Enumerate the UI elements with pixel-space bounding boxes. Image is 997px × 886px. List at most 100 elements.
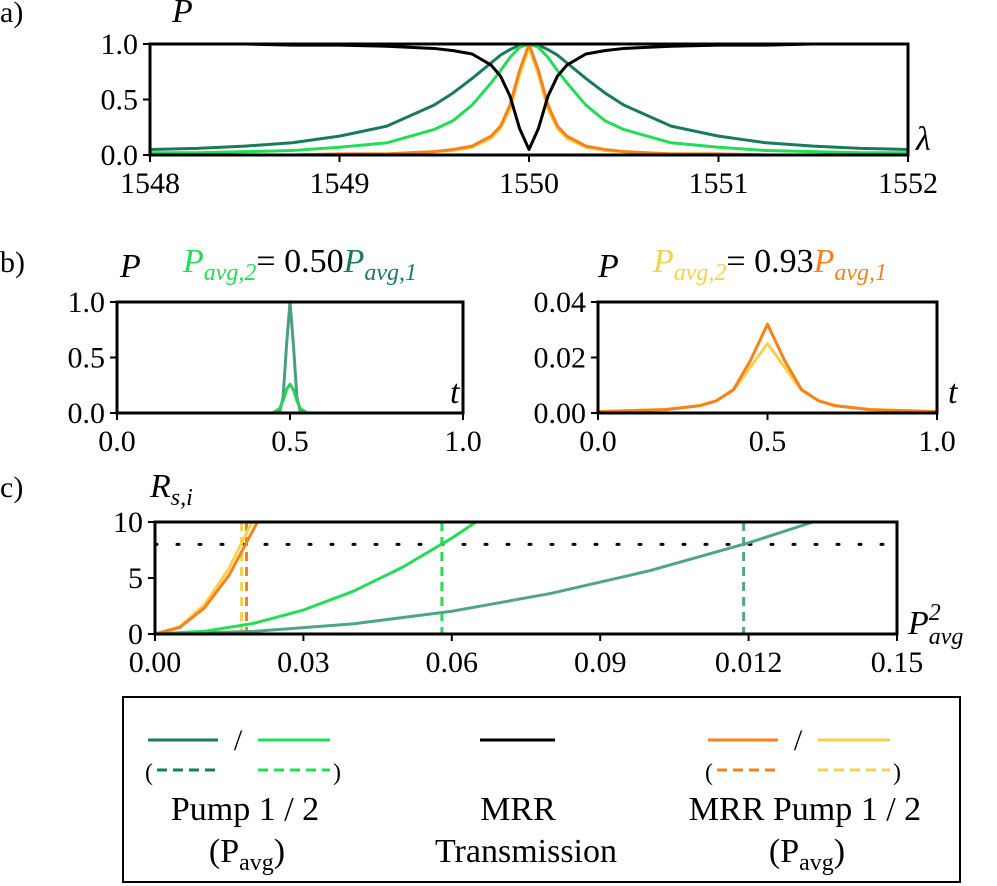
x-tick-label: 1552 [878,167,938,200]
y-tick-label: 1.0 [101,28,139,61]
x-tick-label: 1549 [310,167,370,200]
title-subscript: avg,2 [674,260,727,286]
x-axis-label: t [450,374,461,411]
x-tick-label: 1551 [689,167,749,200]
panel-label: c) [0,471,23,504]
x-tick-label: 0.06 [426,646,479,679]
legend-label: Transmission [435,833,617,870]
x-tick-label: 1548 [120,167,180,200]
plot-frame [153,520,899,636]
series-line [154,521,254,636]
x-tick-label: 0.5 [271,425,309,458]
title-middle: = 0.93 [726,243,813,280]
legend-separator: / [234,724,243,757]
x-tick-label: 0.0 [98,425,136,458]
x-tick-label: 0.15 [871,646,924,679]
panel-label: b) [0,246,25,279]
x-tick-label: 1.0 [918,425,956,458]
legend-paren: ) [333,760,341,786]
x-axis-symbol: P [907,605,929,642]
y-tick-label: 0 [128,618,143,651]
series-line [117,300,463,415]
y-axis-label: P [119,248,141,285]
x-tick-label: 1550 [499,167,559,200]
legend-paren: ( [705,760,713,786]
series-line [150,45,908,157]
legend-label-text: ) [834,833,845,870]
series-line [150,42,908,151]
legend-label-subscript: avg [799,850,834,876]
x-axis-symbol: λ [915,121,931,158]
legend-label: (Pavg) [209,833,285,876]
series-line [150,42,908,157]
x-tick-label: 0.09 [574,646,627,679]
y-tick-label: 0.0 [101,139,139,172]
y-axis-label: Rs,i [149,468,193,511]
series-line [117,382,463,415]
plot-frame [596,300,939,415]
y-tick-label: 0.00 [534,397,587,430]
y-tick-label: 0.5 [101,84,139,117]
legend-label: Pump 1 / 2 [171,791,319,828]
legend-label-text: ) [274,833,285,870]
y-axis-label: P [597,248,619,285]
legend-box [122,696,961,883]
y-tick-label: 1.0 [68,286,106,319]
legend-label-text: Transmission [435,833,617,870]
title-symbol: P [343,243,365,280]
plot-frame [115,300,465,415]
chart-title: Pavg,2= 0.50Pavg,1 [182,243,417,286]
x-tick-label: 1.0 [444,425,482,458]
series-line [597,342,938,414]
y-tick-label: 0.04 [534,286,587,319]
x-axis-symbol: t [948,374,959,411]
plot-frame [148,42,910,157]
y-axis-subscript: s,i [171,485,193,511]
title-middle: = 0.50 [256,243,343,280]
legend-label: MRR Pump 1 / 2 [689,791,921,828]
title-subscript: avg,2 [204,260,257,286]
x-axis-label: λ [915,121,931,158]
y-tick-label: 0.5 [68,342,106,375]
y-axis-symbol: R [149,468,171,505]
y-axis-symbol: P [119,248,141,285]
x-tick-label: 0.03 [277,646,330,679]
series-line [154,521,259,636]
legend-label-subscript: avg [239,850,274,876]
y-tick-label: 0.0 [68,397,106,430]
x-axis-superscript: 2 [929,600,941,626]
title-symbol: P [652,243,674,280]
title-symbol: P [182,243,204,280]
x-tick-label: 0.012 [715,646,783,679]
x-tick-label: 0.00 [129,646,182,679]
chart-title: Pavg,2= 0.93Pavg,1 [652,243,887,286]
series-line [597,322,938,414]
y-axis-symbol: P [597,248,619,285]
x-axis-label: P2 avg [907,600,963,650]
x-tick-label: 0.0 [579,425,617,458]
y-tick-label: 10 [113,506,143,539]
y-tick-label: 5 [128,562,143,595]
title-subscript: avg,1 [364,260,417,286]
y-axis-symbol: P [171,0,193,30]
legend-label: (Pavg) [769,833,845,876]
series-line [149,42,909,151]
title-symbol: P [813,243,835,280]
legend-label: MRR [480,791,556,828]
y-axis-label: P [171,0,193,30]
legend-separator: / [794,724,803,757]
y-tick-label: 0.02 [534,342,587,375]
legend-paren: ) [893,760,901,786]
series-line [154,520,477,636]
legend-label-text: (P [769,833,799,870]
x-axis-label: t [948,374,959,411]
legend-label-text: (P [209,833,239,870]
title-subscript: avg,1 [834,260,887,286]
series-line [154,520,814,636]
x-axis-symbol: t [450,374,461,411]
series-line [150,42,908,155]
panel-label: a) [0,0,23,29]
x-axis-subscript: avg [929,624,964,650]
legend-paren: ( [145,760,153,786]
